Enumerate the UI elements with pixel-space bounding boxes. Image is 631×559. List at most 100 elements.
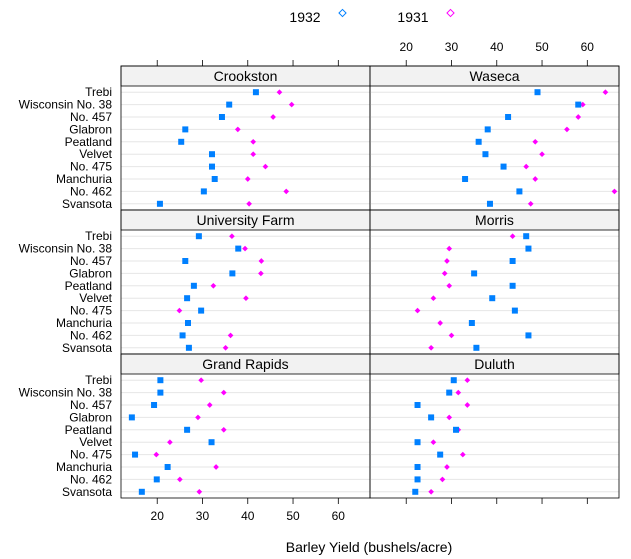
point-1932-peatland bbox=[190, 282, 197, 289]
point-1931-manchuria bbox=[444, 464, 450, 470]
panel-border bbox=[369, 353, 620, 499]
variety-label-velvet: Velvet bbox=[79, 435, 112, 449]
top-tick-label: 50 bbox=[535, 40, 549, 54]
variety-label-manchuria: Manchuria bbox=[56, 460, 112, 474]
point-1931-no-462 bbox=[448, 332, 455, 339]
point-1931-glabron bbox=[195, 414, 201, 421]
point-1932-velvet bbox=[184, 295, 191, 302]
point-1932-wisconsin-no-38 bbox=[575, 101, 582, 108]
point-1932-velvet bbox=[208, 439, 215, 446]
point-1931-velvet bbox=[167, 439, 173, 446]
panel-border bbox=[369, 209, 620, 355]
point-1932-manchuria bbox=[185, 320, 192, 326]
point-1931-wisconsin-no-38 bbox=[288, 101, 295, 108]
variety-label-trebi: Trebi bbox=[85, 85, 112, 99]
point-1931-peatland bbox=[220, 426, 227, 433]
strip-label: Waseca bbox=[469, 68, 519, 84]
point-1931-wisconsin-no-38 bbox=[579, 101, 586, 108]
point-1931-glabron bbox=[258, 270, 264, 277]
point-1932-glabron bbox=[484, 126, 491, 133]
point-1931-svansota bbox=[246, 200, 252, 207]
point-1932-manchuria bbox=[164, 464, 171, 470]
point-1932-wisconsin-no-38 bbox=[525, 245, 532, 252]
variety-label-svansota: Svansota bbox=[62, 197, 112, 211]
point-1932-trebi bbox=[534, 89, 541, 96]
legend-label-1931: 1931 bbox=[397, 9, 428, 25]
variety-label-wisconsin-no-38: Wisconsin No. 38 bbox=[19, 386, 113, 400]
variety-label-svansota: Svansota bbox=[62, 485, 112, 499]
bottom-tick-label: 40 bbox=[241, 509, 255, 523]
top-tick-label: 40 bbox=[490, 40, 504, 54]
point-1931-trebi bbox=[198, 377, 204, 384]
point-1931-no-462 bbox=[283, 188, 290, 195]
point-1932-manchuria bbox=[211, 176, 218, 182]
point-1932-svansota bbox=[156, 200, 163, 207]
point-1932-no-457 bbox=[509, 258, 516, 264]
point-1931-svansota bbox=[428, 344, 434, 351]
point-1931-trebi bbox=[464, 377, 471, 384]
point-1932-wisconsin-no-38 bbox=[446, 389, 453, 396]
strip-label: Crookston bbox=[214, 68, 278, 84]
strip-label: Grand Rapids bbox=[202, 356, 288, 372]
point-1932-no-462 bbox=[414, 476, 421, 483]
point-1932-velvet bbox=[489, 295, 496, 302]
point-1931-peatland bbox=[446, 282, 453, 289]
variety-label-velvet: Velvet bbox=[79, 147, 112, 161]
point-1932-glabron bbox=[229, 270, 236, 277]
point-1932-svansota bbox=[473, 344, 480, 351]
panel-waseca: Waseca bbox=[369, 65, 620, 211]
point-1931-svansota bbox=[527, 200, 534, 207]
point-1932-glabron bbox=[428, 414, 435, 421]
point-1931-no-457 bbox=[575, 114, 582, 120]
point-1932-trebi bbox=[195, 233, 202, 240]
variety-label-no-457: No. 457 bbox=[70, 110, 112, 124]
bottom-tick-label: 60 bbox=[332, 509, 346, 523]
point-1932-no-475 bbox=[511, 307, 518, 314]
point-1931-trebi bbox=[276, 89, 283, 96]
point-1932-glabron bbox=[182, 126, 189, 133]
point-1932-no-462 bbox=[525, 332, 532, 339]
point-1932-peatland bbox=[509, 282, 516, 289]
point-1932-no-462 bbox=[153, 476, 160, 483]
point-1931-peatland bbox=[250, 138, 257, 145]
point-1932-peatland bbox=[178, 138, 185, 145]
variety-label-no-462: No. 462 bbox=[70, 184, 112, 198]
variety-label-svansota: Svansota bbox=[62, 341, 112, 355]
point-1932-trebi bbox=[450, 377, 457, 384]
variety-label-wisconsin-no-38: Wisconsin No. 38 bbox=[19, 98, 113, 112]
point-1931-no-475 bbox=[414, 307, 421, 314]
point-1931-manchuria bbox=[244, 176, 251, 182]
point-1931-no-457 bbox=[270, 114, 276, 120]
variety-label-trebi: Trebi bbox=[85, 373, 112, 387]
point-1931-glabron bbox=[234, 126, 241, 133]
point-1931-velvet bbox=[539, 151, 545, 158]
point-1931-manchuria bbox=[213, 464, 219, 470]
point-1931-trebi bbox=[509, 233, 516, 240]
point-1931-no-475 bbox=[523, 163, 530, 170]
point-1932-no-462 bbox=[179, 332, 186, 339]
point-1931-no-462 bbox=[611, 188, 618, 195]
point-1931-no-475 bbox=[176, 307, 183, 314]
x-axis-label: Barley Yield (bushels/acre) bbox=[286, 539, 453, 555]
point-1932-no-475 bbox=[208, 163, 215, 170]
point-1931-svansota bbox=[222, 344, 229, 351]
bottom-x-axis: 20 30 40 50 60 bbox=[151, 498, 588, 523]
variety-label-wisconsin-no-38: Wisconsin No. 38 bbox=[19, 242, 113, 256]
variety-label-no-475: No. 475 bbox=[70, 448, 112, 462]
point-1931-no-457 bbox=[258, 258, 265, 264]
panel-duluth: Duluth bbox=[369, 353, 620, 499]
variety-label-glabron: Glabron bbox=[69, 122, 112, 136]
point-1932-peatland bbox=[453, 426, 460, 433]
point-1932-manchuria bbox=[414, 464, 421, 470]
strip-label: University Farm bbox=[196, 212, 294, 228]
point-1932-peatland bbox=[184, 426, 191, 433]
point-1931-no-462 bbox=[177, 476, 183, 483]
point-1932-no-457 bbox=[182, 258, 189, 264]
point-1932-manchuria bbox=[468, 320, 475, 326]
strip-label: Duluth bbox=[474, 356, 514, 372]
point-1932-trebi bbox=[252, 89, 259, 96]
variety-label-peatland: Peatland bbox=[65, 423, 112, 437]
point-1931-velvet bbox=[430, 439, 437, 446]
